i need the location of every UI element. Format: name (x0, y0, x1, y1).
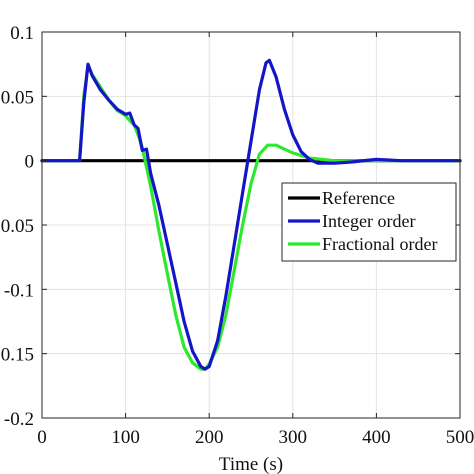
y-tick-label: -0.15 (0, 345, 34, 366)
y-tick-label: -0.05 (0, 216, 34, 237)
legend-label: Integer order (322, 211, 415, 231)
y-tick-label: -0.2 (4, 409, 34, 430)
legend: Reference Integer order Fractional order (281, 182, 457, 262)
x-tick-label: 400 (362, 427, 391, 448)
x-tick-label: 500 (446, 427, 474, 448)
y-tick-label: 0.1 (10, 23, 34, 44)
x-tick-label: 100 (111, 427, 140, 448)
y-tick-label: 0 (25, 152, 35, 173)
y-tick-label: -0.1 (4, 280, 34, 301)
series-layer (40, 58, 462, 371)
series-line-integer-order (40, 58, 462, 371)
y-tick-label: 0.05 (1, 87, 34, 108)
tick-labels: 0 100 200 300 400 500 0.1 0.05 0 -0.05 -0.1 -0.15 -0… (0, 23, 474, 448)
legend-items: Reference Integer order Fractional order (288, 188, 437, 254)
x-axis-label: Time (s) (219, 454, 283, 474)
ticks (41, 31, 461, 419)
legend-label: Reference (322, 188, 395, 208)
x-tick-label: 200 (195, 427, 224, 448)
legend-label: Fractional order (322, 234, 437, 254)
x-tick-label: 300 (279, 427, 308, 448)
x-tick-label: 0 (37, 427, 47, 448)
